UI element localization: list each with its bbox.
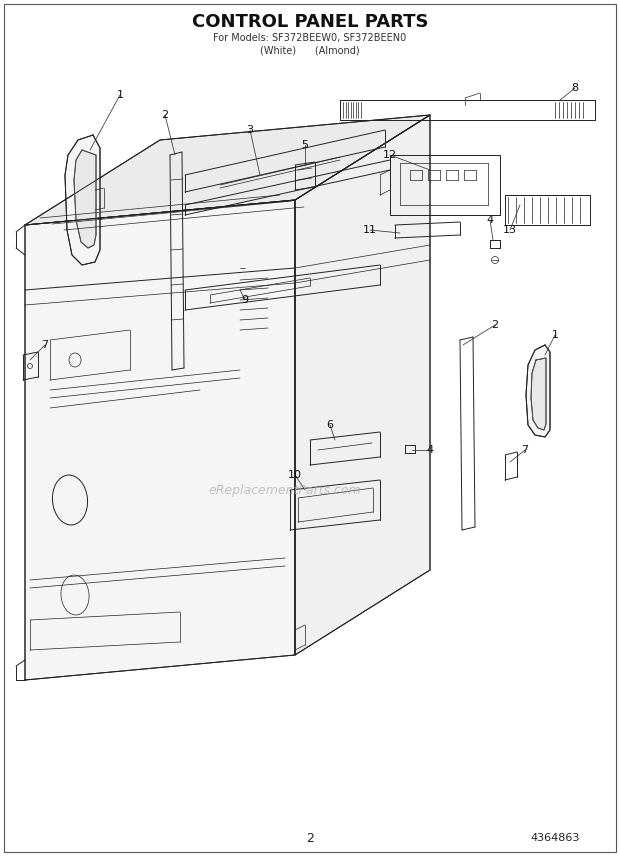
Text: 1: 1 (552, 330, 559, 340)
Polygon shape (526, 345, 550, 437)
Text: 13: 13 (503, 225, 517, 235)
Text: 4: 4 (487, 215, 494, 225)
Text: 1: 1 (117, 90, 123, 100)
Text: 7: 7 (42, 340, 48, 350)
Polygon shape (25, 115, 430, 225)
Text: 12: 12 (383, 150, 397, 160)
Text: CONTROL PANEL PARTS: CONTROL PANEL PARTS (192, 13, 428, 31)
Text: For Models: SF372BEEW0, SF372BEEN0: For Models: SF372BEEW0, SF372BEEN0 (213, 33, 407, 43)
Text: 7: 7 (521, 445, 529, 455)
Text: (White)      (Almond): (White) (Almond) (260, 45, 360, 55)
Text: 2: 2 (306, 831, 314, 845)
Text: 3: 3 (247, 125, 254, 135)
Polygon shape (295, 115, 430, 655)
Polygon shape (65, 135, 100, 265)
Text: 6: 6 (327, 420, 334, 430)
Polygon shape (74, 150, 96, 248)
Text: 4: 4 (427, 445, 433, 455)
Text: 2: 2 (492, 320, 498, 330)
Text: 2: 2 (161, 110, 169, 120)
Text: 10: 10 (288, 470, 302, 480)
Text: eReplacementParts.com: eReplacementParts.com (209, 484, 361, 496)
Text: 9: 9 (241, 295, 249, 305)
Text: 4364863: 4364863 (530, 833, 580, 843)
Text: 5: 5 (301, 140, 309, 150)
Text: 8: 8 (572, 83, 578, 93)
Polygon shape (25, 200, 295, 680)
Polygon shape (531, 358, 546, 430)
Text: 11: 11 (363, 225, 377, 235)
